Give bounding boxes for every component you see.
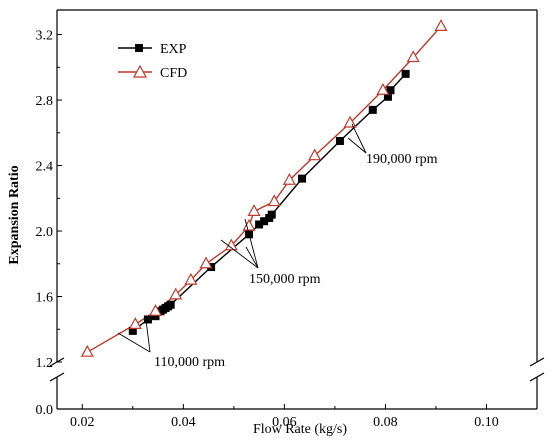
- exp-point-10: [255, 220, 264, 229]
- cfd-point-3: [169, 287, 183, 300]
- axis-break-mark-top-1: [529, 357, 545, 367]
- x-tick-label-4: 0.10: [474, 415, 499, 430]
- legend-exp-marker: [135, 44, 143, 52]
- y-tick-label-upper-2: 2.0: [36, 225, 54, 240]
- annotation-leader-0: [117, 332, 151, 353]
- y-tick-label-upper-1: 1.6: [36, 291, 54, 306]
- legend-cfd-label: CFD: [160, 66, 187, 81]
- annotation-leader-1: [145, 319, 151, 353]
- annotation-leader-4: [245, 246, 259, 269]
- cfd-point-10: [282, 173, 296, 185]
- y-tick-label-lower-0: 0.0: [36, 403, 54, 418]
- exp-point-18: [386, 86, 395, 95]
- y-tick-label-upper-4: 2.8: [36, 94, 54, 109]
- x-tick-label-0: 0.02: [70, 415, 95, 430]
- y-tick-label-upper-5: 3.2: [36, 29, 54, 44]
- x-tick-label-1: 0.04: [171, 415, 196, 430]
- cfd-point-12: [343, 115, 357, 128]
- cfd-point-14: [406, 50, 420, 63]
- x-axis-title: Flow Rate (kg/s): [253, 422, 347, 437]
- plot-frame: [49, 9, 545, 410]
- series-markers-layer: [80, 19, 448, 357]
- exp-point-11: [260, 217, 269, 226]
- axis-break-mark-bottom-1: [529, 372, 545, 382]
- exp-point-17: [383, 92, 392, 101]
- exp-point-7: [166, 300, 175, 309]
- cfd-point-2: [149, 304, 163, 316]
- exp-point-14: [298, 174, 307, 183]
- y-tick-label-upper-3: 2.4: [36, 160, 54, 175]
- cfd-point-15: [434, 19, 448, 31]
- axis-break-mark-top-0: [49, 357, 65, 367]
- cfd-point-7: [242, 218, 256, 231]
- cfd-point-13: [376, 82, 390, 95]
- legend-cfd-marker: [132, 64, 148, 78]
- annotation-150000-rpm: 150,000 rpm: [249, 272, 321, 287]
- cfd-point-5: [199, 256, 213, 269]
- exp-point-1: [143, 315, 152, 324]
- legend: EXP CFD: [118, 42, 187, 81]
- cfd-point-11: [308, 148, 322, 161]
- exp-point-13: [267, 210, 276, 219]
- annotation-leader-6: [351, 123, 367, 154]
- axis-break-mark-bottom-0: [49, 372, 65, 382]
- exp-point-0: [128, 326, 137, 335]
- cfd-point-0: [80, 344, 94, 357]
- annotation-leader-5: [347, 137, 367, 154]
- y-axis-title: Expansion Ratio: [7, 165, 22, 264]
- annotation-lines-layer: [117, 123, 367, 353]
- x-tick-label-3: 0.08: [373, 415, 398, 430]
- ticks-layer: 0.02 0.04 0.06 0.08 0.10 1.2 1.6 2.0 2.4 2.8 3.2 0.…: [36, 29, 499, 430]
- legend-exp-label: EXP: [160, 42, 187, 57]
- exp-point-16: [368, 105, 377, 114]
- y-tick-label-upper-0: 1.2: [36, 356, 54, 371]
- annotation-110000-rpm: 110,000 rpm: [154, 355, 225, 370]
- cfd-point-1: [128, 317, 142, 329]
- annotation-leader-3: [244, 218, 259, 269]
- annotation-leader-2: [220, 239, 259, 269]
- annotation-190000-rpm: 190,000 rpm: [366, 152, 438, 167]
- exp-point-19: [401, 69, 410, 78]
- exp-point-15: [335, 136, 344, 145]
- cfd-point-6: [224, 238, 238, 251]
- cfd-point-4: [184, 272, 198, 285]
- exp-point-2: [151, 312, 160, 321]
- cfd-point-8: [247, 204, 261, 216]
- cfd-point-9: [267, 194, 281, 207]
- x-tick-label-2: 0.06: [272, 415, 297, 430]
